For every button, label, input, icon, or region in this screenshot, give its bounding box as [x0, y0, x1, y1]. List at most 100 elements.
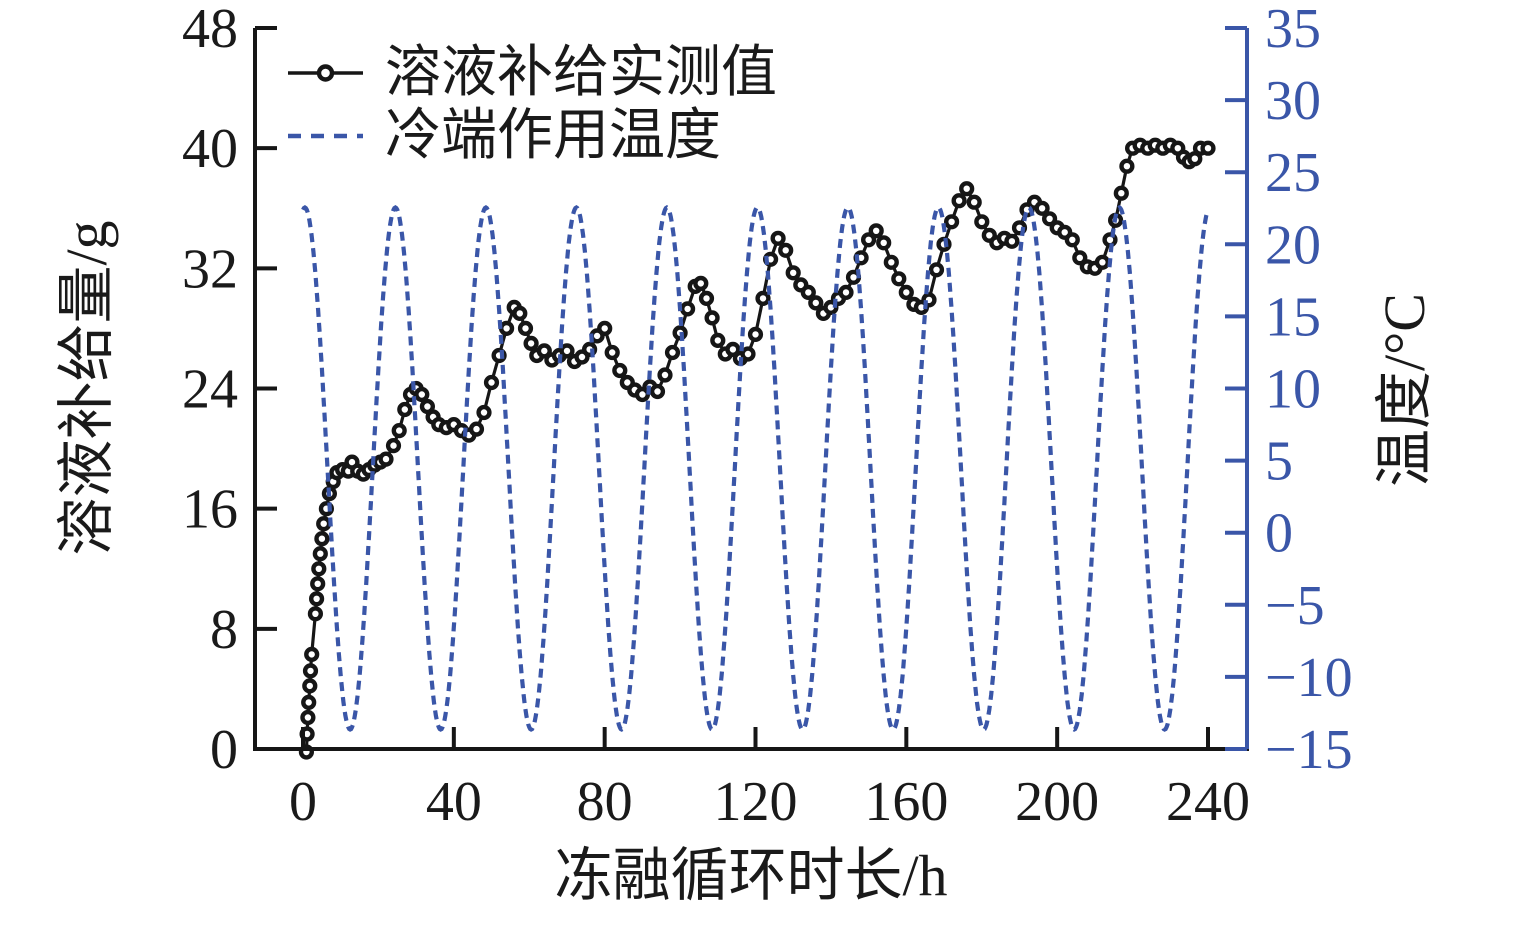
supply-marker — [657, 367, 673, 383]
supply-marker — [868, 223, 884, 239]
supply-marker — [307, 606, 324, 622]
supply-marker — [512, 305, 528, 322]
supply-marker — [604, 344, 620, 361]
supply-marker — [397, 401, 413, 418]
x-tick-label: 40 — [426, 771, 482, 833]
supply-marker — [1187, 151, 1203, 167]
supply-marker — [304, 646, 320, 663]
supply-marker — [597, 320, 613, 337]
supply-marker — [704, 310, 720, 326]
supply-marker — [785, 265, 801, 281]
legend-supply-label: 溶液补给实测值 — [385, 42, 777, 104]
left-tick-label: 48 — [182, 0, 238, 60]
x-tick-label: 200 — [1015, 771, 1099, 833]
supply-marker — [649, 383, 666, 400]
supply-marker — [559, 343, 575, 359]
left-tick-label: 40 — [182, 118, 238, 180]
supply-marker — [898, 284, 914, 301]
supply-marker — [808, 295, 824, 311]
y-axis-right-title: 温度/°C — [1372, 293, 1437, 487]
supply-marker — [838, 284, 854, 301]
x-tick-label: 80 — [577, 771, 633, 833]
supply-marker — [391, 423, 407, 439]
supply-series — [298, 137, 1216, 760]
supply-marker — [1119, 158, 1135, 174]
supply-marker — [414, 386, 430, 403]
y-axis-left-title: 溶液补给量/g — [54, 220, 119, 555]
supply-marker — [928, 262, 945, 278]
supply-marker — [301, 694, 317, 711]
supply-marker — [476, 404, 492, 421]
supply-marker — [499, 320, 515, 337]
right-tick-label: −15 — [1265, 719, 1353, 781]
supply-marker — [302, 678, 318, 694]
right-tick-label: 0 — [1265, 503, 1293, 565]
supply-marker — [966, 194, 982, 210]
right-tick-label: 10 — [1265, 359, 1321, 421]
right-tick-label: 25 — [1265, 142, 1321, 204]
x-tick-label: 240 — [1166, 771, 1250, 833]
left-tick-label: 16 — [182, 479, 238, 541]
supply-marker — [419, 398, 436, 415]
supply-marker — [778, 242, 794, 258]
supply-marker — [740, 346, 756, 362]
right-tick-label: 35 — [1265, 0, 1321, 60]
supply-marker — [300, 709, 316, 726]
supply-marker — [710, 332, 726, 349]
right-tick-label: 30 — [1265, 70, 1321, 132]
right-tick-label: −10 — [1265, 647, 1353, 709]
supply-marker — [1064, 232, 1080, 248]
supply-marker — [1094, 254, 1111, 270]
legend-supply-marker-icon — [316, 64, 335, 82]
supply-marker — [943, 214, 960, 230]
left-tick-label: 24 — [182, 359, 238, 421]
x-tick-label: 120 — [714, 771, 798, 833]
supply-marker — [311, 561, 327, 577]
supply-marker — [951, 193, 967, 209]
right-tick-label: −5 — [1265, 575, 1325, 637]
supply-marker — [974, 214, 990, 230]
supply-marker — [536, 343, 552, 359]
supply-marker — [693, 275, 709, 292]
left-tick-label: 32 — [182, 238, 238, 300]
supply-marker — [800, 284, 816, 301]
left-tick-label: 8 — [210, 599, 238, 661]
supply-marker — [310, 576, 326, 592]
supply-marker — [378, 451, 394, 467]
supply-marker — [517, 320, 534, 337]
supply-marker — [725, 341, 741, 358]
supply-marker — [523, 335, 539, 352]
supply-marker — [891, 271, 907, 287]
axes: 0 8 16 24 32 40 48 0 40 80 120 160 200 240−15 −10 −5 0 5 1… — [182, 0, 1353, 833]
x-axis-title: 冻融循环时长/h — [554, 843, 947, 908]
supply-marker — [679, 301, 696, 317]
supply-marker — [876, 235, 892, 251]
supply-marker — [309, 591, 325, 607]
supply-marker — [755, 290, 771, 307]
supply-marker — [664, 344, 681, 361]
legend-temperature-label: 冷端作用温度 — [385, 105, 721, 167]
supply-marker — [1113, 185, 1129, 201]
temperature-curve — [301, 205, 1210, 732]
right-tick-label: 5 — [1265, 431, 1293, 493]
supply-marker — [770, 230, 786, 246]
x-tick-label: 160 — [864, 771, 948, 833]
plot-generated: 0 8 16 24 32 40 48 0 40 80 120 160 200 240−15 −10 −5 0 5 1… — [182, 0, 1353, 833]
supply-marker — [860, 232, 877, 248]
supply-marker — [1034, 200, 1050, 216]
left-tick-label: 0 — [210, 719, 238, 781]
supply-marker — [883, 254, 899, 270]
supply-marker — [302, 663, 319, 679]
supply-marker — [468, 421, 485, 437]
supply-marker — [385, 438, 402, 454]
right-tick-label: 20 — [1265, 214, 1321, 276]
legend: 溶液补给实测值 冷端作用温度 — [288, 42, 777, 167]
x-tick-label: 0 — [289, 771, 317, 833]
supply-marker — [747, 326, 764, 343]
supply-marker — [612, 362, 628, 379]
supply-marker — [1200, 140, 1216, 156]
supply-marker — [316, 516, 332, 532]
supply-marker — [312, 546, 328, 562]
